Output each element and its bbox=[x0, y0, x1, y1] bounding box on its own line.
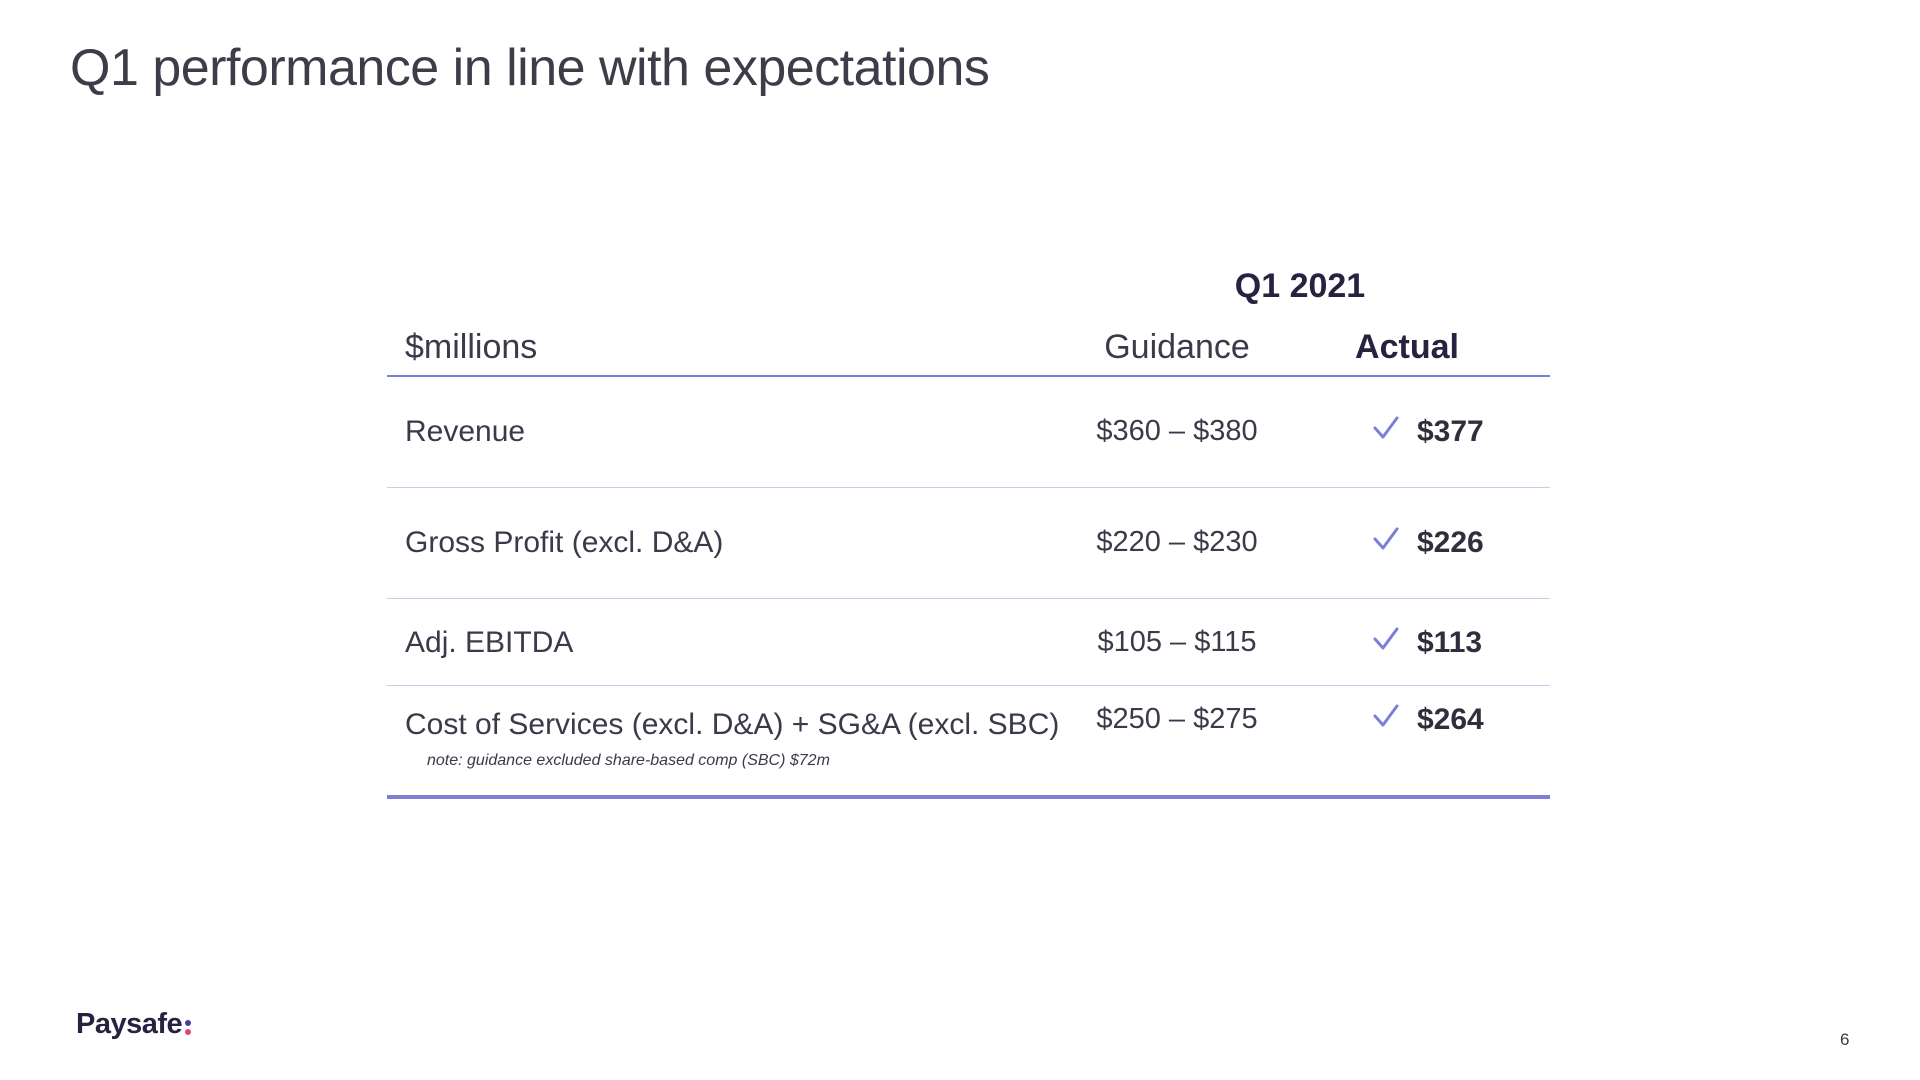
checkmark-icon bbox=[1373, 527, 1399, 550]
row-actual: $113 bbox=[1417, 626, 1483, 659]
row-label: Cost of Services (excl. D&A) + SG&A (exc… bbox=[405, 708, 1060, 741]
period-label: Q1 2021 bbox=[1234, 267, 1366, 305]
row-note: note: guidance excluded share-based comp… bbox=[427, 752, 830, 769]
row-label: Revenue bbox=[405, 415, 526, 448]
row-label: Gross Profit (excl. D&A) bbox=[405, 526, 724, 559]
table-row-cost-of-services: Cost of Services (excl. D&A) + SG&A (exc… bbox=[387, 686, 1550, 799]
guidance-vs-actual-table: $millions Guidance Actual Revenue $360 –… bbox=[387, 320, 1550, 799]
units-header: $millions bbox=[405, 328, 538, 366]
row-guidance: $250 – $275 bbox=[1096, 703, 1258, 735]
paysafe-logo: Paysafe bbox=[76, 1008, 193, 1041]
row-label: Adj. EBITDA bbox=[405, 626, 574, 659]
checkmark-icon bbox=[1373, 627, 1399, 650]
row-guidance: $360 – $380 bbox=[1096, 415, 1258, 447]
row-actual: $264 bbox=[1417, 703, 1484, 736]
slide-title: Q1 performance in line with expectations bbox=[70, 39, 990, 97]
table-row-gross-profit: Gross Profit (excl. D&A) $220 – $230 $22… bbox=[387, 488, 1550, 599]
checkmark-icon bbox=[1373, 704, 1399, 727]
logo-colon-icon bbox=[184, 1012, 193, 1036]
row-actual: $226 bbox=[1417, 526, 1484, 559]
logo-text: Paysafe bbox=[76, 1008, 183, 1040]
table-row-revenue: Revenue $360 – $380 $377 bbox=[387, 377, 1550, 488]
row-guidance: $220 – $230 bbox=[1096, 526, 1258, 558]
page-number: 6 bbox=[1840, 1030, 1850, 1049]
table-header-row: $millions Guidance Actual bbox=[387, 320, 1550, 377]
row-actual: $377 bbox=[1417, 415, 1484, 448]
guidance-header: Guidance bbox=[1104, 328, 1250, 366]
row-guidance: $105 – $115 bbox=[1097, 626, 1257, 658]
actual-header: Actual bbox=[1355, 328, 1459, 366]
table-row-adj-ebitda: Adj. EBITDA $105 – $115 $113 bbox=[387, 599, 1550, 686]
checkmark-icon bbox=[1373, 416, 1399, 439]
